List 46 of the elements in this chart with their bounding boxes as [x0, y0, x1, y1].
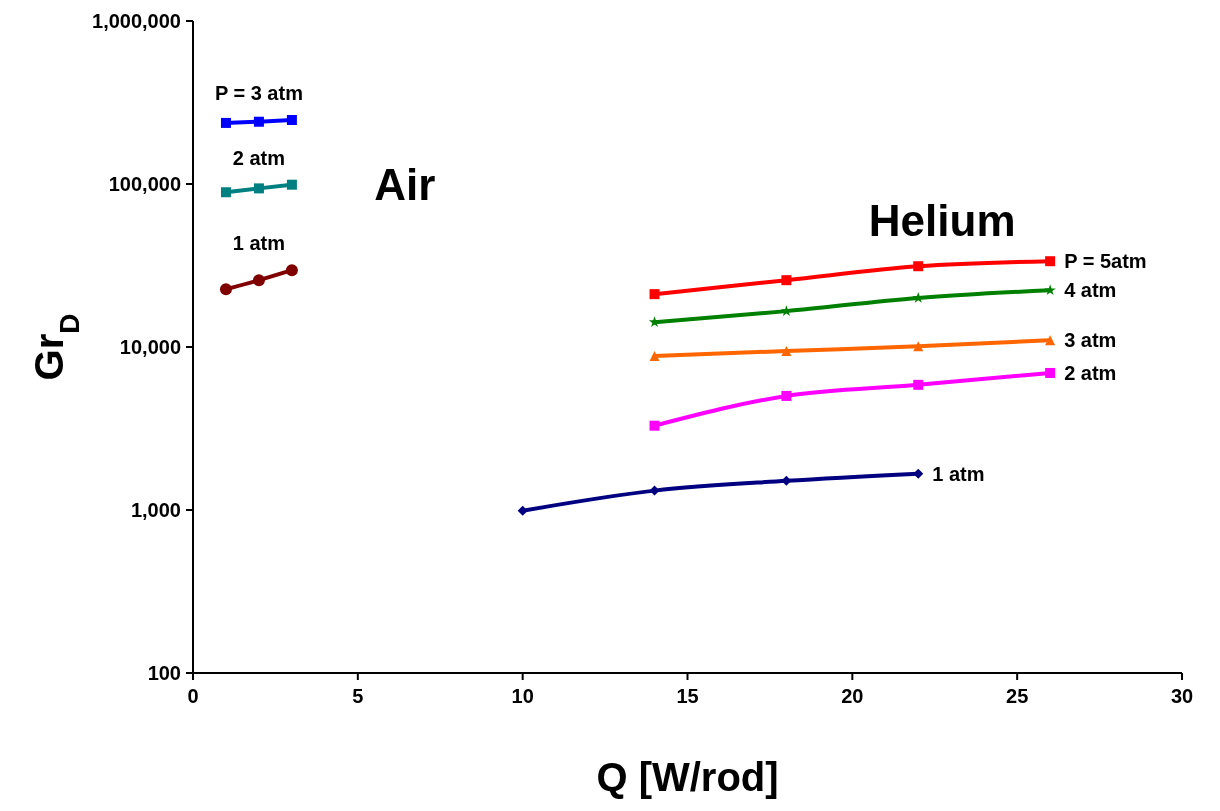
series-label: P = 5atm	[1064, 250, 1147, 273]
point	[517, 505, 528, 516]
y-tick-label: 100	[147, 662, 181, 684]
y-tick-label: 100,000	[108, 173, 181, 195]
series-label: 1 atm	[232, 232, 286, 255]
x-tick-label: 10	[511, 685, 534, 707]
annotation: Air	[374, 159, 436, 209]
point	[286, 179, 297, 190]
point	[649, 420, 660, 431]
annotation: Helium	[868, 195, 1016, 245]
point	[913, 341, 924, 352]
series-label: P = 3 atm	[214, 81, 303, 104]
point	[1045, 367, 1056, 378]
x-tick-label: 5	[352, 685, 364, 707]
series-label: 3 atm	[1064, 329, 1117, 352]
point	[286, 114, 297, 125]
y-tick-label: 1,000,000	[92, 10, 181, 32]
point	[1045, 335, 1056, 346]
x-tick-label: 15	[676, 685, 699, 707]
point	[1045, 256, 1056, 267]
point	[913, 261, 924, 272]
point	[781, 390, 792, 401]
y-tick-label: 1,000	[130, 499, 181, 521]
point	[220, 187, 231, 198]
series-label: 2 atm	[1064, 361, 1117, 384]
point	[285, 264, 298, 277]
y-tick-label: 10,000	[119, 336, 181, 358]
x-tick-label: 0	[187, 685, 199, 707]
point	[781, 275, 792, 286]
point	[649, 289, 660, 300]
series-label: 1 atm	[932, 462, 985, 485]
point	[220, 117, 231, 128]
point	[1044, 284, 1056, 296]
point	[252, 274, 265, 287]
point	[649, 351, 660, 362]
x-tick-label: 30	[1170, 685, 1194, 707]
x-tick-label: 20	[841, 685, 864, 707]
point	[781, 346, 792, 356]
x-axis-title: Q [W/rod]	[596, 755, 779, 799]
point	[219, 283, 232, 296]
x-tick-label: 25	[1006, 685, 1029, 707]
series-label: 2 atm	[232, 146, 286, 169]
point	[253, 116, 264, 127]
series-label: 4 atm	[1064, 279, 1117, 302]
point	[913, 379, 924, 390]
point	[253, 183, 264, 194]
